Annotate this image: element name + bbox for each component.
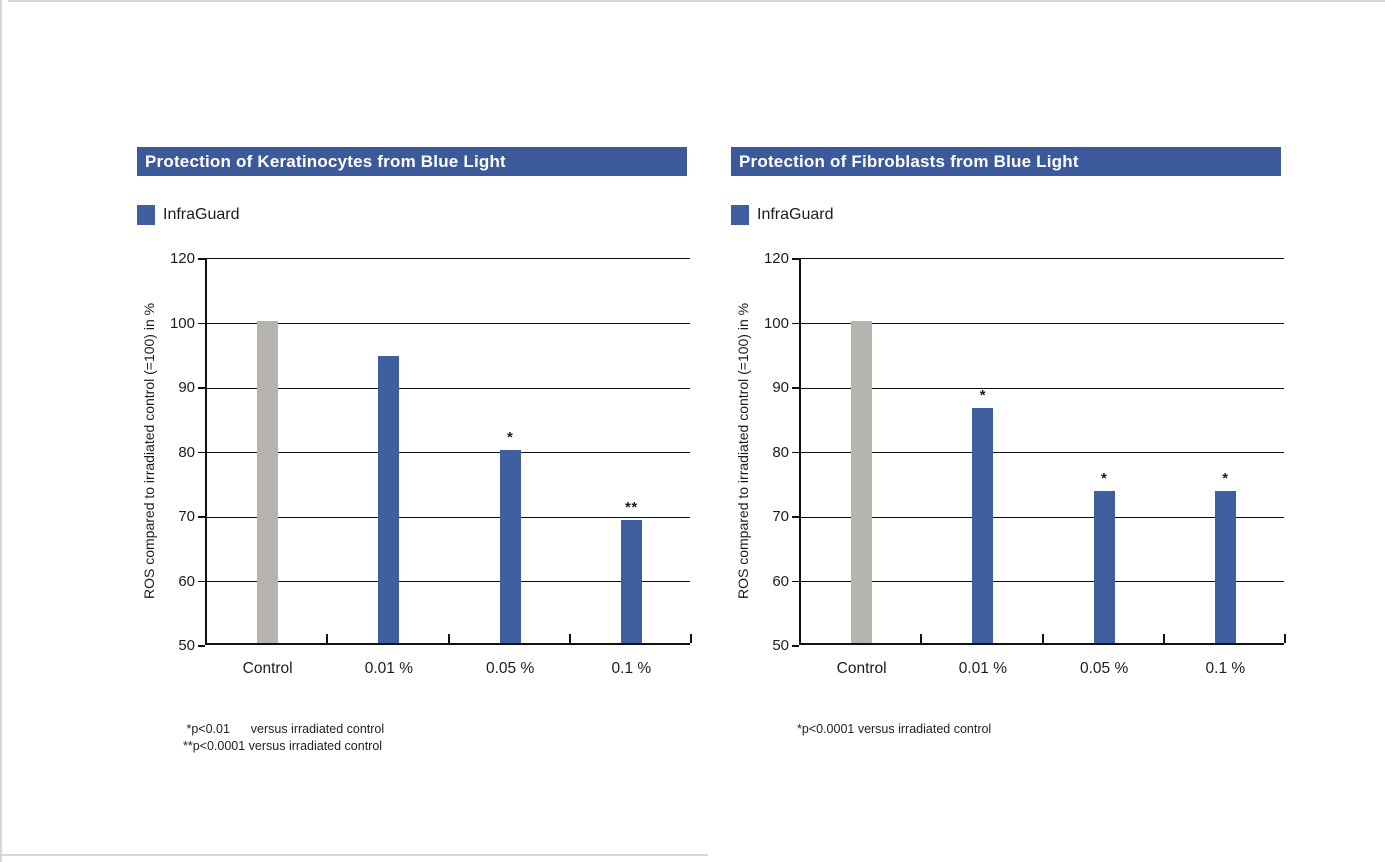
bar-0.05 %	[499, 449, 521, 643]
y-tick-label-120: 120	[763, 250, 789, 267]
y-tick-label-80: 80	[772, 443, 789, 461]
bar-0.1 %	[1214, 491, 1236, 643]
bar-0.1 %	[620, 520, 642, 643]
y-tick-50	[792, 645, 799, 647]
y-tick-120	[792, 258, 799, 260]
y-tick-70	[792, 516, 799, 518]
legend: InfraGuard	[137, 205, 239, 225]
significance-marker: **	[625, 499, 638, 517]
x-category-label: 0.05 %	[1079, 660, 1129, 677]
y-tick-50	[198, 645, 205, 647]
bar-Control	[257, 320, 279, 643]
chart-title-banner: Protection of Fibroblasts from Blue Ligh…	[731, 147, 1281, 176]
gridline-70	[801, 516, 1284, 518]
bar-0.05 %	[1093, 491, 1115, 643]
y-tick-80	[198, 451, 205, 453]
gridline-70	[207, 516, 690, 518]
y-tick-100	[792, 322, 799, 324]
y-tick-70	[198, 516, 205, 518]
x-boundary-tick	[690, 634, 692, 643]
significance-marker: *	[979, 386, 987, 404]
y-tick-label-60: 60	[772, 572, 789, 590]
y-tick-label-100: 100	[169, 314, 195, 332]
x-category-label: 0.1 %	[1205, 660, 1246, 677]
x-boundary-tick	[326, 634, 329, 643]
chart-title: Protection of Keratinocytes from Blue Li…	[145, 152, 506, 171]
x-category-label: Control	[836, 660, 887, 677]
y-tick-120	[198, 258, 205, 260]
y-tick-100	[198, 322, 205, 324]
x-category-label: 0.1 %	[611, 660, 652, 677]
bar-0.01 %	[378, 355, 400, 643]
gridline-100	[207, 323, 690, 324]
gridline-100	[801, 323, 1284, 324]
y-tick-60	[198, 580, 205, 582]
x-category-label: Control	[242, 660, 293, 677]
significance-marker: *	[1222, 470, 1229, 488]
legend-label: InfraGuard	[757, 206, 834, 223]
bar-Control	[851, 320, 873, 643]
bar-0.01 %	[972, 407, 994, 643]
page-edge-top	[8, 0, 1385, 2]
footnotes: *p<0.01 versus irradiated control **p<0.0…	[183, 721, 384, 755]
gridline-80	[801, 452, 1284, 453]
footnotes: *p<0.0001 versus irradiated control	[797, 721, 991, 738]
y-tick-60	[792, 580, 799, 582]
y-tick-80	[792, 451, 799, 453]
legend: InfraGuard	[731, 205, 833, 225]
plot-area: ROS compared to irradiated control (=100…	[141, 250, 692, 677]
x-boundary-tick	[920, 634, 923, 643]
chart-title: Protection of Fibroblasts from Blue Ligh…	[739, 152, 1079, 171]
y-tick-label-120: 120	[169, 250, 195, 267]
y-tick-label-80: 80	[178, 443, 195, 461]
footnote: *p<0.01 versus irradiated control	[183, 722, 385, 736]
y-tick-90	[792, 387, 799, 389]
significance-marker: *	[506, 428, 514, 446]
chart-title-banner: Protection of Keratinocytes from Blue Li…	[137, 147, 687, 176]
gridline-90	[801, 387, 1284, 389]
y-tick-label-90: 90	[772, 379, 789, 396]
y-tick-label-50: 50	[772, 637, 789, 654]
y-tick-label-100: 100	[763, 314, 789, 332]
legend-label: InfraGuard	[163, 206, 240, 223]
x-category-label: 0.05 %	[485, 660, 535, 677]
plot-area: ROS compared to irradiated control (=100…	[735, 250, 1286, 677]
y-tick-label-70: 70	[178, 508, 195, 525]
gridline-80	[207, 452, 690, 453]
x-boundary-tick	[447, 634, 450, 643]
gridline-60	[207, 581, 690, 582]
y-tick-label-90: 90	[178, 379, 195, 396]
significance-marker: *	[1100, 470, 1108, 488]
fibroblasts-chart: Protection of Fibroblasts from Blue Ligh…	[731, 147, 1286, 817]
page-edge-bottom	[0, 854, 708, 856]
footnote: *p<0.0001 versus irradiated control	[797, 722, 992, 736]
x-boundary-tick	[1041, 634, 1044, 643]
gridline-60	[801, 581, 1284, 582]
legend-swatch-icon	[137, 205, 155, 225]
page-edge-left	[0, 0, 2, 862]
y-tick-label-50: 50	[178, 637, 195, 654]
y-tick-label-60: 60	[178, 572, 195, 590]
x-category-label: 0.01 %	[958, 660, 1007, 677]
y-tick-90	[198, 387, 205, 389]
y-tick-label-70: 70	[772, 508, 789, 525]
x-boundary-tick	[1162, 634, 1165, 643]
keratinocytes-chart: Protection of Keratinocytes from Blue Li…	[137, 147, 692, 817]
x-boundary-tick	[568, 634, 571, 643]
x-category-label: 0.01 %	[364, 660, 413, 677]
footnote: **p<0.0001 versus irradiated control	[183, 739, 383, 753]
legend-swatch-icon	[731, 205, 749, 225]
gridline-90	[207, 387, 690, 389]
x-boundary-tick	[1284, 634, 1286, 643]
